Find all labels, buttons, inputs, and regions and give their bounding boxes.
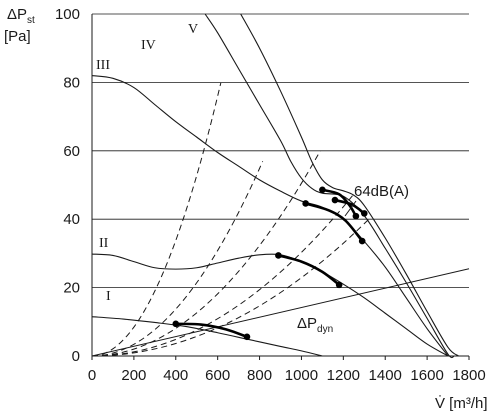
x-axis-title: V̇ [m³/h]: [435, 395, 488, 412]
y-tick-label-40: 40: [63, 211, 80, 228]
system-parabola-2: [91, 161, 264, 357]
dyn-pressure-label-main: ΔP: [297, 315, 317, 332]
operating-segment-5: [333, 198, 366, 215]
operating-segment-4: [321, 188, 358, 218]
operating-point-5: [302, 200, 309, 207]
dyn-pressure-label: ΔPdyn: [297, 315, 333, 335]
x-tick-label-1800: 1800: [452, 367, 485, 384]
x-tick-label-1400: 1400: [369, 367, 402, 384]
operating-point-1: [172, 320, 180, 328]
fan-curve-III: [91, 75, 449, 357]
y-tick-label-80: 80: [63, 74, 80, 91]
curve-label-III: III: [96, 58, 110, 73]
y-tick-label-20: 20: [63, 280, 80, 297]
system-parabola-5: [91, 219, 369, 357]
fan-curves: [91, 13, 459, 359]
x-tick-label-800: 800: [247, 367, 272, 384]
fan-curve-IV: [204, 13, 455, 359]
system-parabola-4: [91, 195, 354, 357]
dyn-pressure-label-sub: dyn: [317, 324, 333, 335]
system-parabolas: [91, 82, 369, 357]
x-tick-label-1600: 1600: [410, 367, 443, 384]
dynamic-pressure-line: [91, 268, 470, 357]
y-tick-label-100: 100: [55, 6, 80, 23]
x-tick-label-1200: 1200: [327, 367, 360, 384]
fan-curve-V: [240, 13, 459, 357]
x-tick-label-200: 200: [121, 367, 146, 384]
curve-label-II: II: [99, 236, 109, 251]
operating-point-8: [352, 212, 360, 220]
operating-point-2: [243, 333, 251, 341]
operating-segment-2: [277, 254, 341, 287]
operating-point-10: [360, 210, 368, 217]
curve-label-V: V: [188, 22, 198, 37]
operating-points: [172, 186, 368, 341]
y-axis-unit: [Pa]: [4, 28, 31, 45]
operating-point-9: [331, 196, 339, 204]
x-tick-label-400: 400: [163, 367, 188, 384]
dyn-pressure-line: [91, 268, 470, 357]
x-tick-label-0: 0: [88, 367, 96, 384]
operating-point-3: [275, 252, 282, 259]
operating-segments: [174, 188, 366, 339]
x-tick-label-1000: 1000: [285, 367, 318, 384]
y-axis-title-main: ΔP: [7, 6, 27, 23]
curve-label-I: I: [106, 289, 111, 304]
operating-point-7: [319, 186, 326, 194]
y-axis-title-sub: st: [27, 15, 35, 26]
operating-point-6: [358, 237, 366, 245]
noise-level-label: 64dB(A): [354, 183, 409, 200]
operating-point-4: [335, 281, 343, 289]
y-tick-label-0: 0: [72, 348, 80, 365]
operating-segment-1: [174, 322, 249, 339]
noise-label-leader: [344, 200, 357, 217]
operating-segment-3: [304, 202, 364, 243]
y-tick-label-60: 60: [63, 143, 80, 160]
curve-label-IV: IV: [141, 38, 156, 53]
fan-curve-II: [91, 253, 449, 357]
grid-lines: [92, 13, 469, 289]
y-axis-title: ΔPst: [7, 6, 35, 26]
fan-curve-I: [91, 316, 323, 357]
system-parabola-1: [91, 82, 222, 357]
x-tick-label-600: 600: [205, 367, 230, 384]
